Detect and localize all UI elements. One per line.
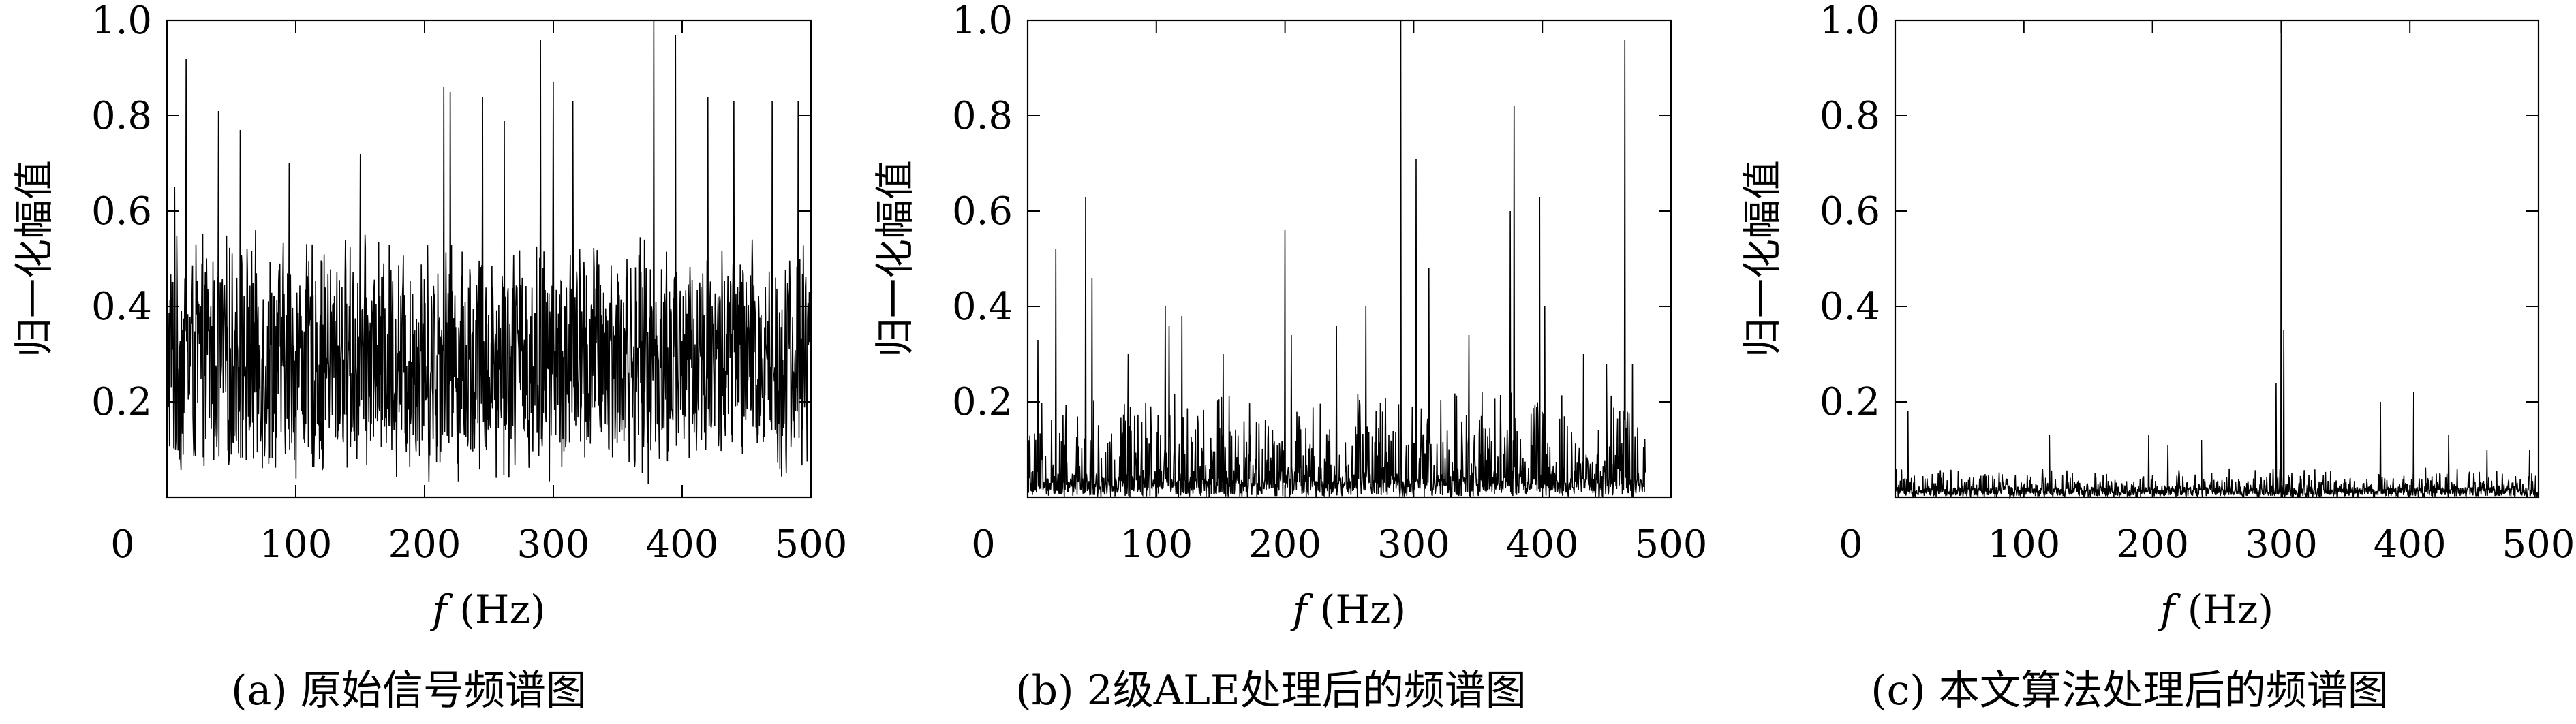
plot-frame-1	[1026, 19, 1672, 499]
x-axis-label: f (Hz)	[429, 586, 545, 633]
chart-panel-2: 0 100 200 300 400 500 0.2 0.4 0.6 0.8 1.0 f (Hz) 归一化…	[1739, 0, 2575, 633]
chart-panel-0: 0 100 200 300 400 500 0.2 0.4 0.6 0.8 1.0 f (Hz) 归一化…	[11, 0, 847, 633]
x-tick-label: 300	[2245, 522, 2318, 567]
series-line-1	[1027, 20, 1646, 499]
x-tick-label: 500	[1635, 522, 1708, 567]
x-tick-label: 300	[1377, 522, 1450, 567]
y-tick-label: 0.4	[1820, 285, 1880, 329]
y-axis-label: 归一化幅值	[1739, 160, 1785, 358]
caption-c: (c) 本文算法处理后的频谱图	[1871, 667, 2389, 714]
y-tick-label: 0.2	[1820, 380, 1880, 424]
x-tick-label: 300	[517, 522, 590, 567]
y-tick-label: 0.8	[91, 94, 152, 138]
x-axis-label: f (Hz)	[1290, 586, 1406, 633]
x-tick-label: 400	[1506, 522, 1579, 567]
x-tick-label: 100	[1120, 522, 1193, 567]
x-tick-label: 500	[2502, 522, 2575, 567]
series-line-0	[166, 20, 812, 484]
x-tick-label: 500	[775, 522, 848, 567]
y-tick-label: 0.2	[91, 380, 152, 424]
x-tick-label: 400	[2374, 522, 2447, 567]
plot-frame-0	[166, 19, 812, 499]
plot-frame-2	[1894, 19, 2540, 499]
x-tick-label: 200	[2116, 522, 2189, 567]
y-tick-label: 0.6	[91, 189, 152, 234]
y-axis-label: 归一化幅值	[872, 160, 918, 358]
y-tick-label: 1.0	[952, 0, 1013, 43]
y-tick-label: 1.0	[1820, 0, 1880, 43]
x-tick-label: 400	[646, 522, 719, 567]
x-axis-label: f (Hz)	[2158, 586, 2273, 633]
series-line-2	[1895, 20, 2539, 499]
y-tick-label: 0.6	[1820, 189, 1880, 234]
x-tick-label: 100	[260, 522, 333, 567]
x-tick-label: 100	[1987, 522, 2060, 567]
y-axis-label: 归一化幅值	[11, 160, 57, 358]
caption-a: (a) 原始信号频谱图	[231, 667, 587, 714]
chart-panel-1: 0 100 200 300 400 500 0.2 0.4 0.6 0.8 1.0 f (Hz) 归一化…	[872, 0, 1707, 633]
x-tick-label: 0	[1839, 522, 1863, 567]
y-tick-label: 0.4	[952, 285, 1013, 329]
y-tick-label: 0.6	[952, 189, 1013, 234]
x-tick-label: 0	[971, 522, 996, 567]
x-tick-label: 200	[1248, 522, 1321, 567]
y-tick-label: 0.8	[952, 94, 1013, 138]
caption-b: (b) 2级ALE处理后的频谱图	[1015, 667, 1527, 714]
x-tick-label: 0	[110, 522, 135, 567]
y-tick-label: 0.8	[1820, 94, 1880, 138]
x-tick-label: 200	[388, 522, 461, 567]
y-tick-label: 0.4	[91, 285, 152, 329]
y-tick-label: 0.2	[952, 380, 1013, 424]
y-tick-label: 1.0	[91, 0, 152, 43]
